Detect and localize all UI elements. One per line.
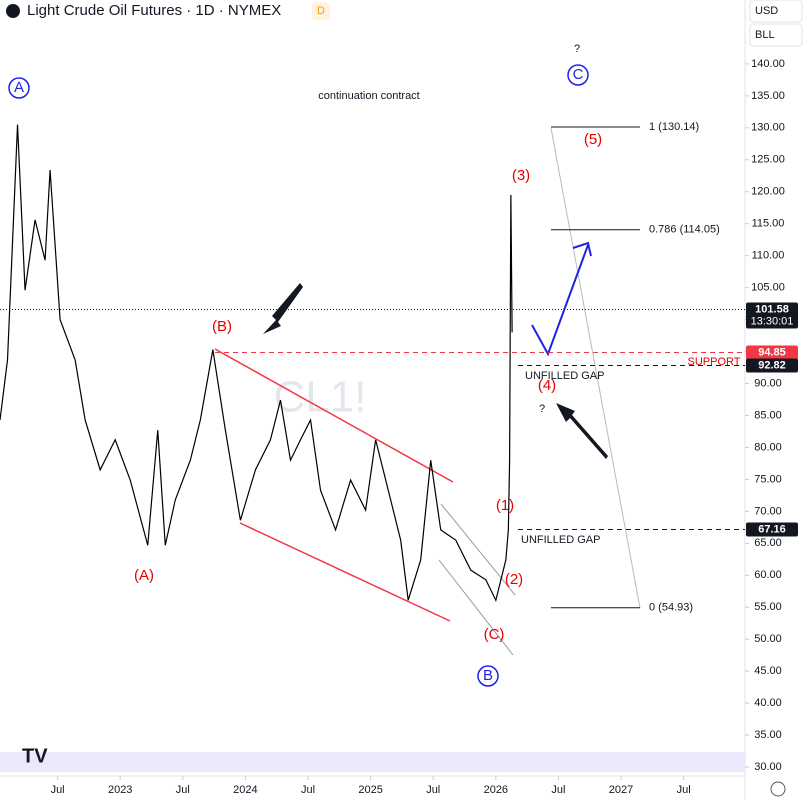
annotation: continuation contract: [318, 90, 420, 102]
annotation: (4): [538, 377, 556, 394]
y-tick-label: 35.00: [754, 729, 782, 741]
annotation: ?: [574, 43, 580, 55]
y-tick-label: 60.00: [754, 569, 782, 581]
x-tick-label: 2026: [484, 784, 508, 796]
annotation: UNFILLED GAP: [525, 370, 604, 382]
badge: D: [317, 5, 325, 17]
price-tag-label: 101.58: [755, 303, 789, 315]
x-tick-label: 2027: [609, 784, 633, 796]
price-tag-label: 67.16: [758, 523, 786, 535]
plot: 30.00 35.00 40.00 45.00 50.00 55.00 60.00 65.00…: [0, 43, 785, 796]
wave-circle: [8, 77, 30, 99]
trendline: [440, 503, 516, 596]
unit-button[interactable]: [749, 23, 803, 47]
y-tick-label: 30.00: [754, 761, 782, 773]
watermark: CL1!: [274, 373, 367, 422]
trendline: [214, 348, 454, 483]
annotation: UNFILLED GAP: [521, 534, 600, 546]
y-tick-label: 45.00: [754, 665, 782, 677]
price-tag: [746, 522, 798, 537]
currency[interactable]: USD: [755, 5, 778, 17]
price-tag: [746, 358, 798, 373]
settings-button[interactable]: [770, 781, 786, 797]
y-tick-label: 115.00: [752, 218, 785, 230]
trendline: [239, 522, 451, 622]
y-tick-label: 140.00: [751, 58, 785, 70]
x-tick-label: Jul: [677, 784, 691, 796]
price-tag-label: 94.85: [758, 346, 786, 358]
projection-arrow: [531, 244, 589, 357]
price-tag-label: 92.82: [758, 359, 786, 371]
annotation: ?: [539, 403, 545, 415]
y-tick-label: 85.00: [754, 409, 782, 421]
x-tick-label: 2023: [108, 784, 132, 796]
annotation: (B): [212, 318, 232, 335]
arrow-head: [572, 241, 592, 257]
y-tick-label: 120.00: [751, 186, 785, 198]
event-strip: [0, 752, 745, 772]
y-tick-label: 40.00: [754, 697, 782, 709]
fib-label: 1 (130.14): [649, 121, 699, 133]
x-tick-label: Jul: [551, 784, 565, 796]
logo-tv: TV: [22, 745, 48, 767]
annotation: (2): [505, 571, 523, 588]
pointer-arrow: [263, 283, 303, 334]
annotation: (A): [134, 567, 154, 584]
y-tick-label: 80.00: [754, 441, 782, 453]
badge-bg: [312, 2, 330, 20]
y-tick-label: 90.00: [754, 377, 782, 389]
x-tick-label: Jul: [301, 784, 315, 796]
price-tag-time: 13:30:01: [751, 315, 794, 327]
y-tick-label: 135.00: [751, 90, 785, 102]
annotation: A: [14, 79, 24, 96]
annotation: (3): [512, 167, 530, 184]
y-tick-label: 65.00: [754, 537, 782, 549]
annotation: B: [483, 667, 493, 684]
price-tag: [746, 302, 798, 329]
price-line: [0, 124, 513, 602]
y-tick-label: 70.00: [754, 505, 782, 517]
fib-label: 0 (54.93): [649, 602, 693, 614]
x-tick-label: Jul: [426, 784, 440, 796]
fib-diagonal: [550, 127, 641, 609]
y-tick-label: 75.00: [754, 473, 782, 485]
y-tick-label: 50.00: [754, 633, 782, 645]
wave-circle: [567, 64, 589, 86]
trendline: [438, 559, 514, 656]
annotation: (5): [584, 131, 602, 148]
annotation: C: [573, 66, 584, 83]
price-tag: [746, 345, 798, 360]
unit[interactable]: BLL: [755, 29, 775, 41]
y-tick-label: 55.00: [754, 601, 782, 613]
y-tick-label: 125.00: [751, 154, 785, 166]
annotation: (1): [496, 497, 514, 514]
y-tick-label: 105.00: [751, 282, 785, 294]
logo: [6, 4, 20, 18]
x-tick-label: Jul: [51, 784, 65, 796]
x-tick-label: Jul: [176, 784, 190, 796]
x-tick-label: 2024: [233, 784, 257, 796]
fib-label: 0.786 (114.05): [649, 224, 720, 236]
y-tick-label: 110.00: [752, 250, 785, 262]
currency-button[interactable]: [749, 0, 803, 23]
pointer-arrow: [556, 403, 608, 459]
wave-circle: [477, 665, 499, 687]
y-tick-label: 130.00: [751, 122, 785, 134]
annotation: (C): [484, 626, 505, 643]
x-tick-label: 2025: [358, 784, 382, 796]
annotation: SUPPORT: [688, 356, 741, 368]
chart-title: Light Crude Oil Futures · 1D · NYMEX: [27, 2, 281, 19]
